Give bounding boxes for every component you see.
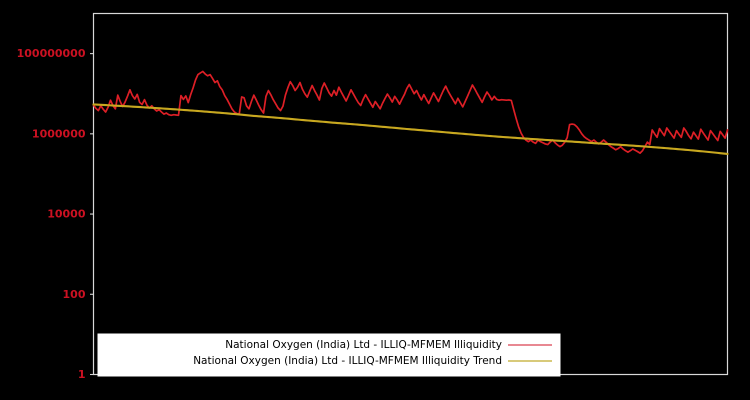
y-axis-tick-label: 10000 [47, 208, 86, 221]
illiquidity-trend-line [92, 103, 729, 156]
legend-entry-label[interactable]: National Oxygen (India) Ltd - ILLIQ-MFME… [193, 355, 502, 367]
y-axis-tick-label: 1 [78, 368, 86, 381]
chart-legend[interactable]: National Oxygen (India) Ltd - ILLIQ-MFME… [97, 333, 561, 377]
y-axis-ticks: 100000000 1000000 10000 100 1 [17, 47, 94, 381]
data-series-group [92, 70, 729, 156]
legend-entry-label[interactable]: National Oxygen (India) Ltd - ILLIQ-MFME… [225, 339, 502, 351]
illiquidity-series-line [92, 70, 729, 154]
y-axis-tick-label: 100000000 [17, 47, 86, 60]
legend-background [97, 333, 561, 377]
y-axis-tick-label: 100 [63, 288, 86, 301]
y-axis-tick-label: 1000000 [32, 127, 86, 140]
